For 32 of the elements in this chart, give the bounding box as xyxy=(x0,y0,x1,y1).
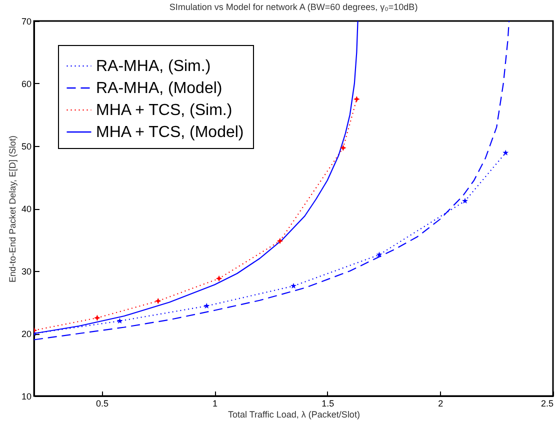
point xyxy=(94,314,100,322)
point xyxy=(354,96,360,102)
x-tick-label: 1.5 xyxy=(322,398,334,408)
x-tick-label: 2.5 xyxy=(540,398,554,408)
y-tick-label: 60 xyxy=(21,79,32,89)
legend-label: RA-MHA, (Sim.) xyxy=(96,58,211,75)
point xyxy=(216,275,222,282)
y-tick-label: 40 xyxy=(21,204,32,214)
point xyxy=(290,282,297,289)
legend-label: MHA + TCS, (Sim.) xyxy=(96,102,232,119)
point xyxy=(340,144,346,152)
legend-label: RA-MHA, (Model) xyxy=(96,80,222,97)
line-series xyxy=(34,21,510,340)
point xyxy=(376,252,382,258)
x-tick-label: 0.5 xyxy=(96,398,108,408)
legend-label: MHA + TCS, (Model) xyxy=(96,124,244,141)
y-tick-label: 10 xyxy=(21,392,32,402)
y-tick-label: 30 xyxy=(21,266,32,276)
point xyxy=(462,198,468,204)
y-tick-label: 20 xyxy=(21,329,32,339)
point xyxy=(154,298,162,304)
point xyxy=(502,150,509,156)
x-tick-label: 2 xyxy=(438,398,444,408)
point xyxy=(276,238,284,244)
point xyxy=(116,318,123,324)
point xyxy=(204,302,210,309)
y-axis-title: End-to-End Packet Delay, E[D] (Slot) xyxy=(7,136,18,282)
chart-title: SImulation vs Model for network A (BW=60 degrees, γ₀=10dB) xyxy=(169,2,418,12)
x-axis-title: Total Traffic Load, λ (Packet/Slot) xyxy=(228,410,360,420)
y-tick-label: 70 xyxy=(21,16,32,26)
y-tick-label: 50 xyxy=(21,142,32,152)
x-tick-label: 1 xyxy=(212,398,218,408)
